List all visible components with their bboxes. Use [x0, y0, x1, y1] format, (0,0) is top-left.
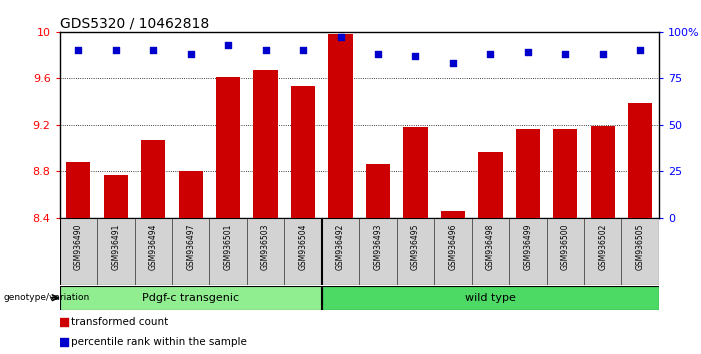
- Bar: [291, 86, 315, 218]
- Bar: [516, 130, 540, 218]
- Bar: [478, 152, 503, 218]
- Text: GSM936497: GSM936497: [186, 224, 195, 270]
- Point: [335, 35, 346, 40]
- Bar: [322, 286, 659, 310]
- Text: GSM936496: GSM936496: [449, 224, 458, 270]
- Point: [410, 53, 421, 59]
- Text: GSM936493: GSM936493: [374, 224, 383, 270]
- Point: [148, 47, 159, 53]
- Text: wild type: wild type: [465, 293, 516, 303]
- Bar: [141, 140, 165, 218]
- Point: [447, 61, 458, 66]
- Bar: [628, 103, 653, 218]
- Point: [222, 42, 233, 48]
- Text: GDS5320 / 10462818: GDS5320 / 10462818: [60, 17, 209, 31]
- Text: GSM936504: GSM936504: [299, 224, 308, 270]
- Text: GSM936495: GSM936495: [411, 224, 420, 270]
- Text: GSM936492: GSM936492: [336, 224, 345, 270]
- Bar: [441, 211, 465, 218]
- Bar: [216, 77, 240, 218]
- Text: GSM936498: GSM936498: [486, 224, 495, 270]
- Point: [73, 47, 84, 53]
- Point: [485, 51, 496, 57]
- Point: [634, 47, 646, 53]
- Bar: [66, 162, 90, 218]
- Point: [185, 51, 196, 57]
- Point: [110, 47, 121, 53]
- Bar: [328, 34, 353, 218]
- Text: GSM936505: GSM936505: [636, 224, 645, 270]
- Text: GSM936502: GSM936502: [598, 224, 607, 270]
- Text: transformed count: transformed count: [71, 318, 168, 327]
- Bar: [179, 171, 203, 218]
- Point: [297, 47, 308, 53]
- Point: [260, 47, 271, 53]
- Text: GSM936500: GSM936500: [561, 224, 570, 270]
- Bar: [553, 130, 578, 218]
- Bar: [366, 164, 390, 218]
- Point: [268, 250, 279, 256]
- Bar: [590, 126, 615, 218]
- Text: GSM936494: GSM936494: [149, 224, 158, 270]
- Text: GSM936503: GSM936503: [261, 224, 270, 270]
- Point: [597, 51, 608, 57]
- Text: genotype/variation: genotype/variation: [4, 293, 90, 302]
- Point: [268, 73, 279, 79]
- Text: percentile rank within the sample: percentile rank within the sample: [71, 337, 247, 347]
- Point: [372, 51, 383, 57]
- Text: GSM936499: GSM936499: [524, 224, 532, 270]
- Text: GSM936501: GSM936501: [224, 224, 233, 270]
- Point: [559, 51, 571, 57]
- Bar: [60, 286, 322, 310]
- Bar: [104, 175, 128, 218]
- Text: GSM936490: GSM936490: [74, 224, 83, 270]
- Text: Pdgf-c transgenic: Pdgf-c transgenic: [142, 293, 239, 303]
- Text: GSM936491: GSM936491: [111, 224, 121, 270]
- Point: [522, 50, 533, 55]
- Bar: [403, 127, 428, 218]
- Bar: [254, 70, 278, 218]
